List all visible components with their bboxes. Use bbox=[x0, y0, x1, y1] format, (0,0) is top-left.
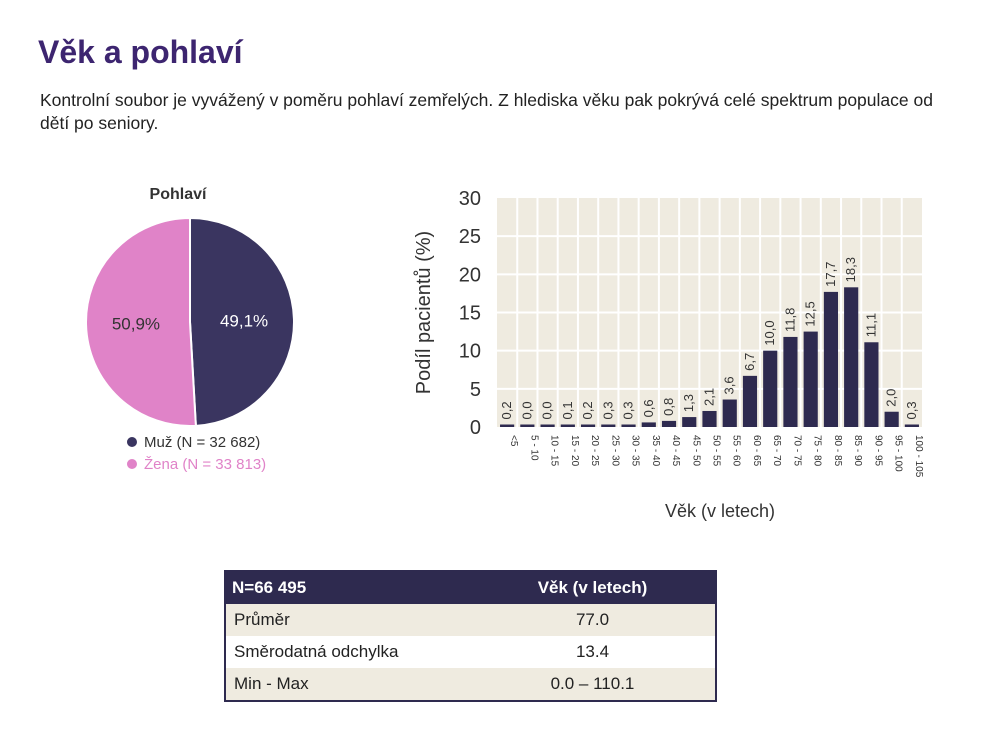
bar bbox=[560, 424, 575, 427]
bar-value-label: 0,8 bbox=[661, 398, 676, 416]
bar-value-label: 0,2 bbox=[499, 401, 514, 419]
bar bbox=[500, 424, 515, 427]
bar-value-label: 17,7 bbox=[823, 262, 838, 287]
bar-value-label: 1,3 bbox=[681, 394, 696, 412]
age-bar-chart: 0 5 10 15 20 25 30 0,2 <5 0,0 5 - 10 0,0 10 - 15 0,1 1… bbox=[413, 188, 924, 521]
page-title: Věk a pohlaví bbox=[38, 34, 243, 70]
bar-value-label: 0,2 bbox=[580, 401, 595, 419]
bar bbox=[783, 336, 798, 427]
table-header-age: Věk (v letech) bbox=[470, 571, 716, 604]
table-cell-label: Směrodatná odchylka bbox=[234, 642, 399, 661]
x-tick-label: 20 - 25 bbox=[589, 435, 600, 467]
bar bbox=[742, 375, 758, 427]
pie-value-label: 49,1% bbox=[220, 311, 268, 330]
legend-label: Žena (N = 33 813) bbox=[144, 456, 266, 473]
bar-value-label: 0,3 bbox=[904, 401, 919, 419]
x-tick-label: 95 - 100 bbox=[893, 435, 904, 472]
x-tick-label: 55 - 60 bbox=[731, 435, 742, 467]
x-tick-label: 40 - 45 bbox=[670, 435, 681, 467]
table-row: Min - Max 0.0 – 110.1 bbox=[225, 668, 716, 701]
legend-marker bbox=[127, 459, 137, 469]
bar-value-label: 0,0 bbox=[540, 401, 555, 419]
bar bbox=[904, 424, 919, 427]
bar bbox=[763, 350, 778, 427]
intro-text: Kontrolní soubor je vyvážený v poměru po… bbox=[40, 90, 933, 133]
bar-value-label: 0,0 bbox=[519, 401, 534, 419]
table-cell-value: 77.0 bbox=[470, 604, 716, 636]
x-tick-label: 70 - 75 bbox=[791, 435, 802, 467]
bar-value-label: 11,8 bbox=[782, 308, 797, 332]
bar bbox=[580, 424, 596, 427]
bar-value-label: 2,1 bbox=[702, 388, 717, 406]
table-header-n: N=66 495 bbox=[225, 571, 470, 604]
x-tick-label: 10 - 15 bbox=[549, 435, 560, 467]
pie-title: Pohlaví bbox=[150, 186, 207, 203]
x-tick-label: <5 bbox=[508, 435, 519, 447]
x-axis-title: Věk (v letech) bbox=[665, 501, 775, 521]
x-tick-label: 15 - 20 bbox=[569, 435, 580, 467]
x-tick-label: 100 - 105 bbox=[913, 435, 924, 478]
pie-slice bbox=[85, 216, 197, 427]
bar bbox=[823, 291, 839, 427]
bar bbox=[621, 424, 636, 427]
bar bbox=[520, 424, 535, 427]
bar bbox=[884, 411, 899, 427]
y-tick-label: 5 bbox=[470, 379, 481, 401]
bar bbox=[702, 410, 717, 427]
bar bbox=[722, 399, 737, 427]
x-tick-label: 75 - 80 bbox=[812, 435, 823, 467]
bar-value-label: 0,6 bbox=[641, 399, 656, 417]
y-axis-title: Podíl pacientů (%) bbox=[413, 231, 435, 394]
pie-value-label: 50,9% bbox=[112, 315, 160, 334]
bar bbox=[601, 424, 616, 427]
y-tick-label: 20 bbox=[459, 264, 481, 286]
x-tick-label: 80 - 85 bbox=[832, 435, 843, 467]
bar bbox=[661, 420, 677, 427]
table-cell-label: Min - Max bbox=[225, 668, 470, 701]
bar-value-label: 0,3 bbox=[621, 401, 636, 419]
x-tick-label: 25 - 30 bbox=[609, 435, 620, 467]
pie-slice bbox=[189, 216, 295, 427]
x-tick-label: 35 - 40 bbox=[650, 435, 661, 467]
bar-value-label: 18,3 bbox=[843, 257, 858, 282]
bar-value-label: 6,7 bbox=[742, 353, 757, 371]
y-tick-label: 25 bbox=[459, 226, 481, 248]
x-tick-label: 85 - 90 bbox=[852, 435, 863, 467]
bar-value-label: 0,3 bbox=[600, 401, 615, 419]
bar bbox=[540, 424, 555, 427]
bar-value-label: 12,5 bbox=[803, 301, 818, 326]
table-cell-value: 0.0 – 110.1 bbox=[470, 668, 716, 701]
table-row: Směrodatná odchylka 13.4 bbox=[225, 636, 716, 668]
x-tick-label: 90 - 95 bbox=[872, 435, 883, 467]
age-stats-table: N=66 495 Věk (v letech) Průměr 77.0 Směr… bbox=[224, 570, 717, 702]
bar-value-label: 10,0 bbox=[762, 320, 777, 345]
x-tick-label: 65 - 70 bbox=[771, 435, 782, 467]
gender-pie-chart: Pohlaví 49,1% 50,9% Muž (N = 32 682) Žena (N… bbox=[85, 186, 295, 473]
table-cell-value: 13.4 bbox=[575, 642, 610, 661]
x-tick-label: 45 - 50 bbox=[690, 435, 701, 467]
bar bbox=[641, 422, 656, 427]
legend-label: Muž (N = 32 682) bbox=[144, 434, 260, 451]
table-cell-label: Průměr bbox=[225, 604, 470, 636]
table-header-row: N=66 495 Věk (v letech) bbox=[225, 571, 716, 604]
x-tick-label: 50 - 55 bbox=[711, 435, 722, 467]
bar bbox=[682, 417, 697, 427]
bar bbox=[864, 342, 879, 427]
x-tick-label: 5 - 10 bbox=[528, 435, 539, 461]
y-tick-label: 10 bbox=[459, 341, 481, 363]
bar-value-label: 0,1 bbox=[560, 401, 575, 419]
x-tick-label: 60 - 65 bbox=[751, 435, 762, 467]
bar-value-label: 11,1 bbox=[863, 313, 878, 337]
bar bbox=[803, 331, 818, 427]
legend-marker bbox=[127, 437, 137, 447]
table-row: Průměr 77.0 bbox=[225, 604, 716, 636]
y-tick-label: 30 bbox=[459, 188, 481, 210]
y-tick-label: 0 bbox=[470, 417, 481, 439]
bar-value-label: 3,6 bbox=[722, 376, 737, 394]
bar-value-label: 2,0 bbox=[884, 389, 899, 407]
y-tick-label: 15 bbox=[459, 303, 481, 325]
bar bbox=[844, 287, 859, 427]
x-tick-label: 30 - 35 bbox=[630, 435, 641, 467]
